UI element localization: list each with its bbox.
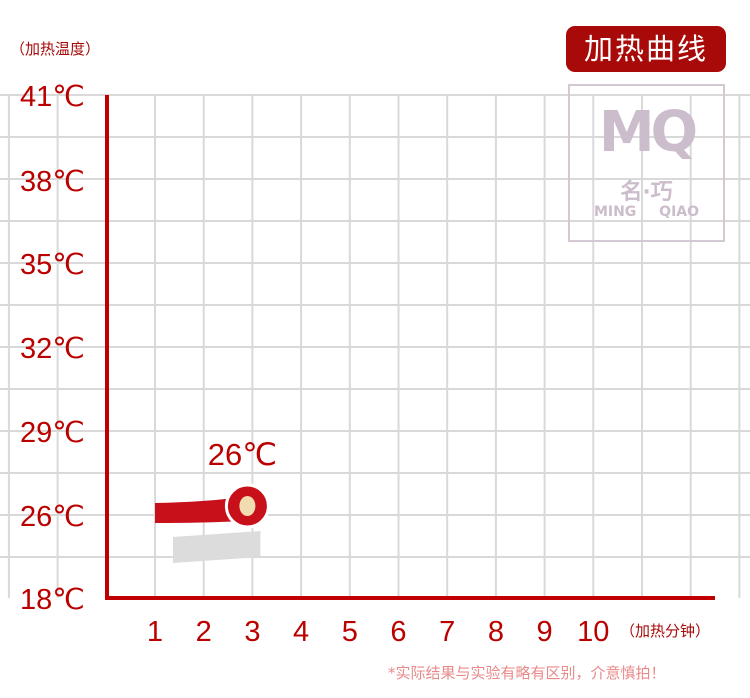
x-tick-label: 3 [244, 616, 260, 648]
x-tick-label: 8 [488, 616, 504, 648]
series-shadow [173, 531, 261, 563]
chart-title: 加热曲线 [566, 26, 726, 72]
x-tick-label: 10 [577, 616, 609, 648]
data-point-center [239, 496, 256, 516]
x-tick-label: 7 [439, 616, 455, 648]
x-tick-label: 2 [196, 616, 212, 648]
x-tick-label: 4 [293, 616, 309, 648]
watermark-logo: MQ [598, 100, 698, 165]
x-tick-label: 6 [390, 616, 406, 648]
data-label: 26℃ [208, 437, 277, 472]
y-tick-label: 18℃ [20, 584, 85, 616]
y-tick-label: 41℃ [20, 81, 85, 113]
x-tick-label: 5 [342, 616, 358, 648]
x-axis-label: （加热分钟） [620, 622, 711, 640]
watermark-en: MING QIAO [593, 204, 700, 220]
x-tick-label: 9 [537, 616, 553, 648]
brand-watermark: MQ 名·巧 MING QIAO [568, 84, 725, 242]
series-line [155, 497, 243, 523]
y-tick-label: 29℃ [20, 417, 85, 449]
x-tick-label: 1 [147, 616, 163, 648]
y-tick-label: 35℃ [20, 249, 85, 281]
y-tick-label: 26℃ [20, 501, 85, 533]
y-axis-label: （加热温度） [10, 40, 101, 58]
watermark-cn: 名·巧 [620, 180, 673, 205]
disclaimer-note: *实际结果与实验有略有区别，介意慎拍！ [388, 664, 666, 682]
y-tick-label: 32℃ [20, 333, 85, 365]
y-tick-label: 38℃ [20, 166, 85, 198]
